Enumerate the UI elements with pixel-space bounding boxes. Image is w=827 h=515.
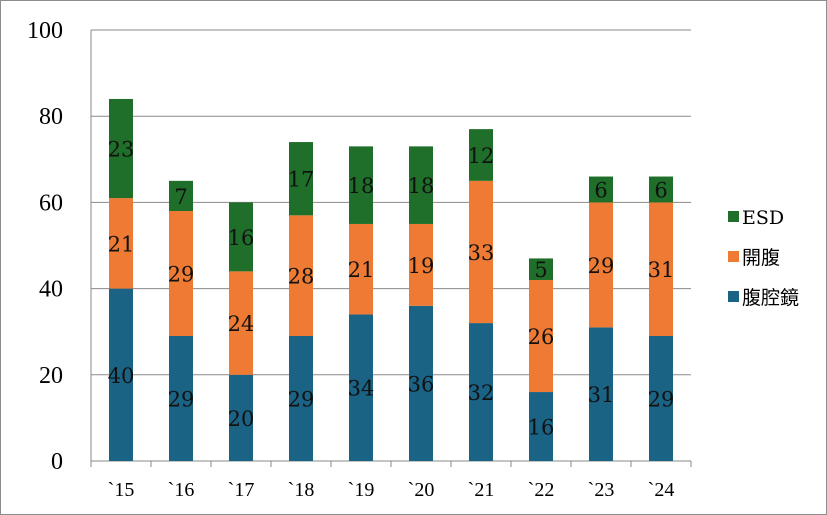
legend-swatch xyxy=(728,251,739,262)
data-label: 6 xyxy=(594,178,607,202)
data-label: 6 xyxy=(654,178,667,202)
y-tick-label: 100 xyxy=(27,18,63,44)
legend-label: 腹腔鏡 xyxy=(742,287,799,309)
bar-segment-open xyxy=(529,279,553,393)
y-tick-label: 20 xyxy=(39,363,63,389)
data-label: 12 xyxy=(468,144,495,168)
bar-segment-esd xyxy=(229,202,253,272)
bar-segment-laparoscopic xyxy=(589,327,613,461)
data-label: 19 xyxy=(408,254,435,278)
bar-segment-esd xyxy=(529,258,553,280)
x-tick-label: `17 xyxy=(228,479,255,501)
bar-segment-esd xyxy=(289,142,313,216)
y-tick-label: 0 xyxy=(51,449,63,475)
bar-segment-esd xyxy=(349,146,373,224)
data-label: 26 xyxy=(528,325,555,349)
bar-segment-open xyxy=(169,211,193,337)
bar-segment-open xyxy=(589,202,613,328)
bar-segment-esd xyxy=(169,180,193,212)
x-tick-label: `21 xyxy=(468,479,495,501)
bar-segment-esd xyxy=(649,176,673,203)
bar-segment-open xyxy=(649,202,673,337)
data-label: 18 xyxy=(408,174,435,198)
x-tick-label: `15 xyxy=(108,479,135,501)
data-label: 23 xyxy=(108,138,135,162)
bars xyxy=(109,98,673,461)
x-tick-label: `16 xyxy=(168,479,195,501)
data-label: 31 xyxy=(648,258,675,282)
x-tick-label: `22 xyxy=(528,479,555,501)
data-label: 34 xyxy=(348,377,375,401)
data-label: 16 xyxy=(528,416,555,440)
bar-segment-esd xyxy=(469,129,493,181)
x-tick-label: `19 xyxy=(348,479,375,501)
bar-segment-laparoscopic xyxy=(229,374,253,461)
bar-segment-esd xyxy=(589,176,613,203)
data-label: 29 xyxy=(648,388,675,412)
legend-swatch xyxy=(728,211,739,222)
data-label: 29 xyxy=(588,254,615,278)
bar-segment-laparoscopic xyxy=(529,392,553,461)
data-label: 29 xyxy=(288,388,315,412)
data-label: 21 xyxy=(108,232,135,256)
data-label: 36 xyxy=(408,372,435,396)
bar-segment-open xyxy=(289,215,313,337)
data-label: 32 xyxy=(468,381,495,405)
data-label: 7 xyxy=(174,185,187,209)
data-label: 28 xyxy=(288,265,315,289)
y-tick-label: 80 xyxy=(39,104,63,130)
data-label: 40 xyxy=(108,364,135,388)
bar-segment-laparoscopic xyxy=(469,323,493,461)
bar-segment-laparoscopic xyxy=(169,336,193,461)
y-tick-label: 60 xyxy=(39,190,63,216)
bar-segment-open xyxy=(409,223,433,306)
bar-segment-open xyxy=(229,271,253,375)
legend-label: 開腹 xyxy=(742,247,780,269)
bar-segment-esd xyxy=(109,98,133,199)
bar-segment-open xyxy=(469,180,493,324)
bar-segment-esd xyxy=(409,146,433,224)
bar-segment-laparoscopic xyxy=(649,336,673,461)
data-label: 31 xyxy=(588,383,615,407)
data-label: 16 xyxy=(228,226,255,250)
data-labels: 40 21 23 29 29 7 20 24 16 29 28 17 34 21 18 36 19 18 32 33 1… xyxy=(108,138,675,440)
bar-segment-laparoscopic xyxy=(409,305,433,461)
x-tick-label: `20 xyxy=(408,479,435,501)
bar-segment-laparoscopic xyxy=(109,288,133,461)
bar-segment-open xyxy=(109,198,133,289)
bar-segment-open xyxy=(349,223,373,315)
data-label: 29 xyxy=(168,263,195,287)
x-tick-label: `23 xyxy=(588,479,615,501)
bar-segment-laparoscopic xyxy=(289,336,313,461)
legend-label: ESD xyxy=(742,207,784,229)
legend-swatch xyxy=(728,291,739,302)
x-tick-label: `24 xyxy=(648,479,675,501)
data-label: 5 xyxy=(534,258,547,282)
data-label: 17 xyxy=(288,168,315,192)
data-label: 18 xyxy=(348,174,375,198)
data-label: 21 xyxy=(348,258,375,282)
x-tick-label: `18 xyxy=(288,479,315,501)
data-label: 29 xyxy=(168,388,195,412)
bar-segment-laparoscopic xyxy=(349,314,373,461)
data-label: 24 xyxy=(228,312,255,336)
y-tick-label: 40 xyxy=(39,277,63,303)
data-label: 33 xyxy=(468,241,495,265)
data-label: 20 xyxy=(228,407,255,431)
